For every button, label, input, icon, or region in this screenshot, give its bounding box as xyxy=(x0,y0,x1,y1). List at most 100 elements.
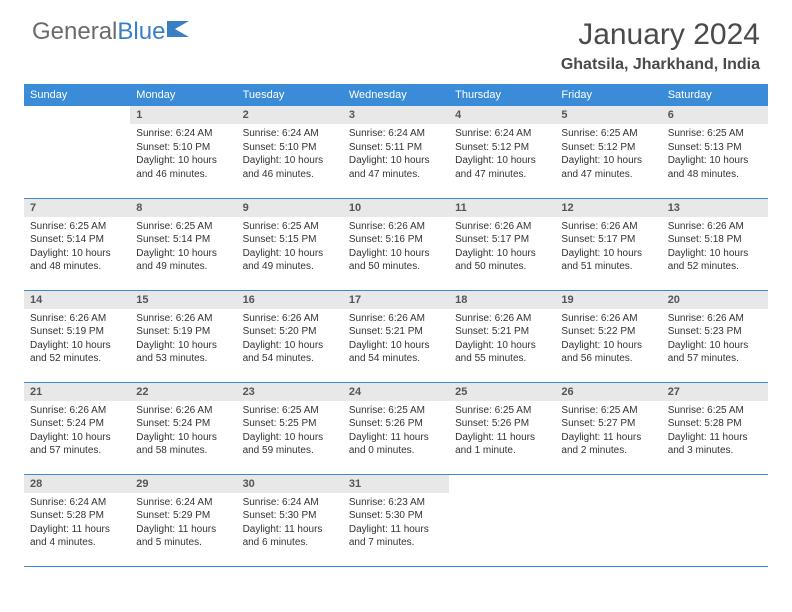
day-cell: 16Sunrise: 6:26 AMSunset: 5:20 PMDayligh… xyxy=(237,290,343,382)
detail-line: Daylight: 11 hours xyxy=(668,431,762,445)
detail-line: and 47 minutes. xyxy=(561,168,655,182)
day-cell: 30Sunrise: 6:24 AMSunset: 5:30 PMDayligh… xyxy=(237,474,343,566)
day-cell: 3Sunrise: 6:24 AMSunset: 5:11 PMDaylight… xyxy=(343,106,449,198)
detail-line: and 57 minutes. xyxy=(668,352,762,366)
day-number: 27 xyxy=(662,383,768,401)
detail-line: Daylight: 10 hours xyxy=(136,339,230,353)
detail-line: and 48 minutes. xyxy=(668,168,762,182)
detail-line: Sunset: 5:26 PM xyxy=(349,417,443,431)
detail-line: and 49 minutes. xyxy=(136,260,230,274)
day-details: Sunrise: 6:26 AMSunset: 5:19 PMDaylight:… xyxy=(24,309,130,369)
detail-line: Sunset: 5:20 PM xyxy=(243,325,337,339)
day-details: Sunrise: 6:25 AMSunset: 5:15 PMDaylight:… xyxy=(237,217,343,277)
day-details: Sunrise: 6:26 AMSunset: 5:23 PMDaylight:… xyxy=(662,309,768,369)
detail-line: Sunset: 5:24 PM xyxy=(136,417,230,431)
title-block: January 2024 Ghatsila, Jharkhand, India xyxy=(561,18,760,74)
day-cell: 29Sunrise: 6:24 AMSunset: 5:29 PMDayligh… xyxy=(130,474,236,566)
day-details: Sunrise: 6:24 AMSunset: 5:10 PMDaylight:… xyxy=(130,124,236,184)
day-cell: 1Sunrise: 6:24 AMSunset: 5:10 PMDaylight… xyxy=(130,106,236,198)
day-cell xyxy=(24,106,130,198)
detail-line: and 7 minutes. xyxy=(349,536,443,550)
day-details: Sunrise: 6:26 AMSunset: 5:18 PMDaylight:… xyxy=(662,217,768,277)
day-header: Friday xyxy=(555,84,661,106)
detail-line: Sunset: 5:16 PM xyxy=(349,233,443,247)
detail-line: Sunset: 5:27 PM xyxy=(561,417,655,431)
day-number: 14 xyxy=(24,291,130,309)
day-details: Sunrise: 6:24 AMSunset: 5:11 PMDaylight:… xyxy=(343,124,449,184)
day-number: 10 xyxy=(343,199,449,217)
day-header: Sunday xyxy=(24,84,130,106)
detail-line: and 47 minutes. xyxy=(455,168,549,182)
detail-line: Sunrise: 6:26 AM xyxy=(349,312,443,326)
day-cell: 25Sunrise: 6:25 AMSunset: 5:26 PMDayligh… xyxy=(449,382,555,474)
location: Ghatsila, Jharkhand, India xyxy=(561,56,760,74)
day-cell: 6Sunrise: 6:25 AMSunset: 5:13 PMDaylight… xyxy=(662,106,768,198)
detail-line: Sunrise: 6:26 AM xyxy=(561,312,655,326)
detail-line: Sunset: 5:15 PM xyxy=(243,233,337,247)
month-title: January 2024 xyxy=(561,18,760,52)
detail-line: and 53 minutes. xyxy=(136,352,230,366)
day-details: Sunrise: 6:26 AMSunset: 5:24 PMDaylight:… xyxy=(130,401,236,461)
day-number: 12 xyxy=(555,199,661,217)
day-header: Wednesday xyxy=(343,84,449,106)
calendar-table: SundayMondayTuesdayWednesdayThursdayFrid… xyxy=(24,84,768,567)
day-details: Sunrise: 6:26 AMSunset: 5:17 PMDaylight:… xyxy=(555,217,661,277)
detail-line: and 4 minutes. xyxy=(30,536,124,550)
day-number: 26 xyxy=(555,383,661,401)
day-cell: 5Sunrise: 6:25 AMSunset: 5:12 PMDaylight… xyxy=(555,106,661,198)
day-number: 11 xyxy=(449,199,555,217)
day-cell: 15Sunrise: 6:26 AMSunset: 5:19 PMDayligh… xyxy=(130,290,236,382)
detail-line: Sunset: 5:25 PM xyxy=(243,417,337,431)
detail-line: Daylight: 11 hours xyxy=(349,431,443,445)
day-cell: 12Sunrise: 6:26 AMSunset: 5:17 PMDayligh… xyxy=(555,198,661,290)
detail-line: Daylight: 11 hours xyxy=(243,523,337,537)
day-cell xyxy=(555,474,661,566)
detail-line: Daylight: 10 hours xyxy=(243,431,337,445)
detail-line: and 1 minute. xyxy=(455,444,549,458)
day-details: Sunrise: 6:25 AMSunset: 5:27 PMDaylight:… xyxy=(555,401,661,461)
detail-line: Sunrise: 6:26 AM xyxy=(561,220,655,234)
detail-line: Daylight: 10 hours xyxy=(561,247,655,261)
detail-line: Sunrise: 6:25 AM xyxy=(136,220,230,234)
day-details: Sunrise: 6:25 AMSunset: 5:28 PMDaylight:… xyxy=(662,401,768,461)
day-number: 24 xyxy=(343,383,449,401)
detail-line: Sunset: 5:21 PM xyxy=(455,325,549,339)
detail-line: Sunrise: 6:25 AM xyxy=(455,404,549,418)
detail-line: Sunset: 5:21 PM xyxy=(349,325,443,339)
detail-line: Sunrise: 6:26 AM xyxy=(455,220,549,234)
day-details: Sunrise: 6:26 AMSunset: 5:21 PMDaylight:… xyxy=(449,309,555,369)
day-cell: 20Sunrise: 6:26 AMSunset: 5:23 PMDayligh… xyxy=(662,290,768,382)
detail-line: Sunrise: 6:24 AM xyxy=(136,496,230,510)
week-row: 14Sunrise: 6:26 AMSunset: 5:19 PMDayligh… xyxy=(24,290,768,382)
day-number: 1 xyxy=(130,106,236,124)
detail-line: and 54 minutes. xyxy=(243,352,337,366)
detail-line: Sunset: 5:30 PM xyxy=(349,509,443,523)
detail-line: and 2 minutes. xyxy=(561,444,655,458)
day-cell: 9Sunrise: 6:25 AMSunset: 5:15 PMDaylight… xyxy=(237,198,343,290)
detail-line: Daylight: 10 hours xyxy=(668,154,762,168)
day-cell: 24Sunrise: 6:25 AMSunset: 5:26 PMDayligh… xyxy=(343,382,449,474)
detail-line: Daylight: 10 hours xyxy=(455,339,549,353)
detail-line: Sunrise: 6:26 AM xyxy=(30,404,124,418)
day-number: 23 xyxy=(237,383,343,401)
day-details: Sunrise: 6:26 AMSunset: 5:21 PMDaylight:… xyxy=(343,309,449,369)
detail-line: Daylight: 10 hours xyxy=(455,154,549,168)
detail-line: and 56 minutes. xyxy=(561,352,655,366)
detail-line: and 51 minutes. xyxy=(561,260,655,274)
day-number: 6 xyxy=(662,106,768,124)
detail-line: Sunset: 5:10 PM xyxy=(136,141,230,155)
day-cell: 17Sunrise: 6:26 AMSunset: 5:21 PMDayligh… xyxy=(343,290,449,382)
detail-line: Daylight: 11 hours xyxy=(455,431,549,445)
day-cell: 22Sunrise: 6:26 AMSunset: 5:24 PMDayligh… xyxy=(130,382,236,474)
detail-line: Sunset: 5:14 PM xyxy=(30,233,124,247)
day-number: 5 xyxy=(555,106,661,124)
detail-line: Daylight: 10 hours xyxy=(30,247,124,261)
detail-line: Daylight: 10 hours xyxy=(561,154,655,168)
day-details: Sunrise: 6:25 AMSunset: 5:14 PMDaylight:… xyxy=(24,217,130,277)
day-details: Sunrise: 6:25 AMSunset: 5:14 PMDaylight:… xyxy=(130,217,236,277)
detail-line: Daylight: 10 hours xyxy=(30,431,124,445)
day-cell: 19Sunrise: 6:26 AMSunset: 5:22 PMDayligh… xyxy=(555,290,661,382)
day-cell: 21Sunrise: 6:26 AMSunset: 5:24 PMDayligh… xyxy=(24,382,130,474)
detail-line: Sunrise: 6:26 AM xyxy=(349,220,443,234)
day-number: 25 xyxy=(449,383,555,401)
